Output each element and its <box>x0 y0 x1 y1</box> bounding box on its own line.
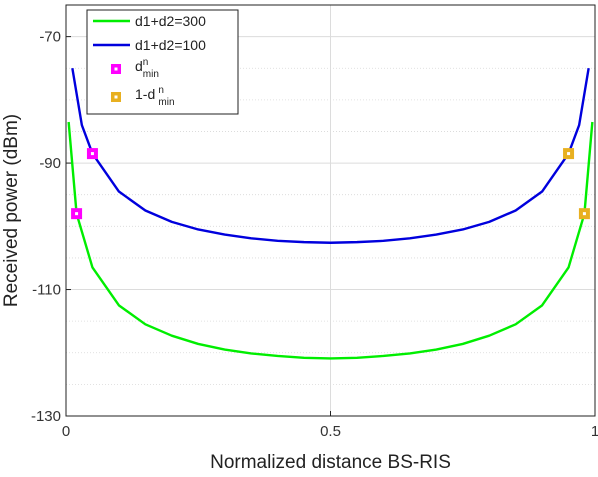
axis-ticks: -130 -110 -90 -70 0 0.5 1 <box>31 29 598 440</box>
marker-center <box>90 152 94 156</box>
legend-entry-label: d1+d2=300 <box>135 13 206 29</box>
y-tick-label: -90 <box>39 155 61 172</box>
y-axis-label: Received power (dBm) <box>1 114 22 307</box>
marker-center <box>567 152 571 156</box>
marker-points <box>71 148 590 220</box>
series-line-2 <box>71 68 590 244</box>
x-tick-label: 1 <box>591 423 598 440</box>
marker-center <box>582 212 586 216</box>
y-tick-label: -70 <box>39 29 61 46</box>
legend-marker-center <box>114 95 118 99</box>
x-tick-label: 0.5 <box>320 423 341 440</box>
x-axis-label: Normalized distance BS-RIS <box>210 452 451 472</box>
legend-entry-label: d1+d2=100 <box>135 37 206 53</box>
x-tick-label: 0 <box>62 423 70 440</box>
series-line-1 <box>67 121 594 360</box>
y-tick-label: -130 <box>31 408 61 425</box>
legend-marker-center <box>114 67 118 71</box>
legend: d1+d2=300 d1+d2=100 dn min 1-d n min <box>86 9 239 115</box>
series-lines <box>67 68 594 360</box>
legend-entry-label: dn min <box>135 57 159 80</box>
y-tick-label: -110 <box>32 282 61 299</box>
legend-entry-label: 1-d n min <box>135 85 175 108</box>
marker-center <box>75 212 79 216</box>
